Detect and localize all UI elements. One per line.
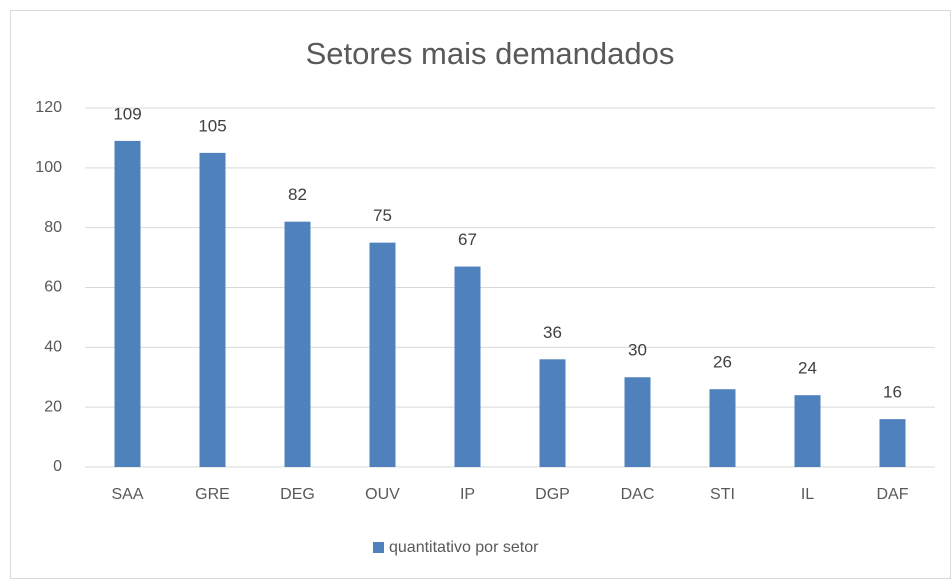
y-tick-label: 20 xyxy=(44,398,62,415)
data-label: 36 xyxy=(543,323,562,342)
y-tick-label: 40 xyxy=(44,339,62,356)
x-tick-label: STI xyxy=(710,486,735,503)
x-tick-label: GRE xyxy=(195,486,230,503)
x-tick-label: DAF xyxy=(877,486,909,503)
x-tick-label: IP xyxy=(460,486,475,503)
bar xyxy=(454,266,481,467)
y-tick-label: 0 xyxy=(53,458,62,475)
x-tick-label: DAC xyxy=(621,486,655,503)
data-label: 67 xyxy=(458,230,477,249)
x-tick-label: OUV xyxy=(365,486,400,503)
bar xyxy=(624,377,651,467)
data-label: 16 xyxy=(883,383,902,402)
bar xyxy=(114,140,141,468)
data-label: 26 xyxy=(713,353,732,372)
x-tick-label: SAA xyxy=(111,486,143,503)
y-tick-label: 120 xyxy=(35,99,62,116)
x-tick-label: DGP xyxy=(535,486,570,503)
y-tick-label: 80 xyxy=(44,219,62,236)
bar xyxy=(199,152,226,467)
bar xyxy=(284,221,311,467)
bar xyxy=(709,389,736,467)
bar xyxy=(794,395,821,467)
legend-swatch xyxy=(373,542,384,553)
legend-label: quantitativo por setor xyxy=(389,539,539,556)
data-label: 109 xyxy=(113,104,141,123)
data-label: 30 xyxy=(628,341,647,360)
data-label: 24 xyxy=(798,359,817,378)
bar xyxy=(539,359,566,467)
x-tick-label: DEG xyxy=(280,486,315,503)
x-tick-label: IL xyxy=(801,486,814,503)
bar xyxy=(879,419,906,467)
chart-title: Setores mais demandados xyxy=(306,36,675,71)
y-tick-label: 60 xyxy=(44,279,62,296)
data-label: 82 xyxy=(288,185,307,204)
data-label: 105 xyxy=(198,116,226,135)
y-tick-label: 100 xyxy=(35,159,62,176)
data-label: 75 xyxy=(373,206,392,225)
bar xyxy=(369,242,396,467)
